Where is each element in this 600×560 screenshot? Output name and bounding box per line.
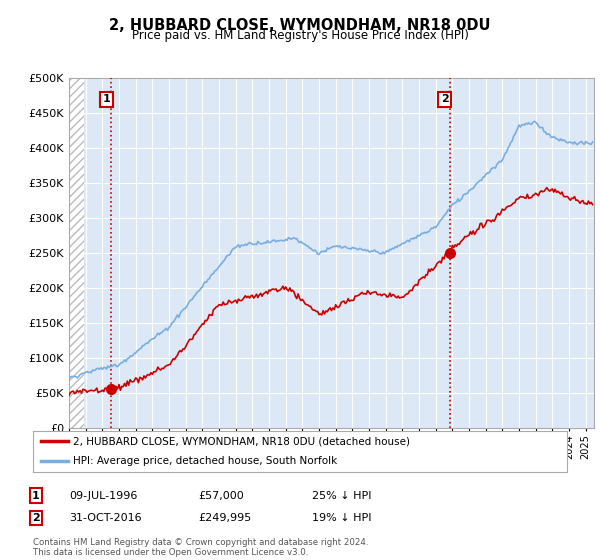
Text: 19% ↓ HPI: 19% ↓ HPI <box>312 513 371 523</box>
Text: 25% ↓ HPI: 25% ↓ HPI <box>312 491 371 501</box>
Text: 2, HUBBARD CLOSE, WYMONDHAM, NR18 0DU (detached house): 2, HUBBARD CLOSE, WYMONDHAM, NR18 0DU (d… <box>73 436 410 446</box>
Text: 2: 2 <box>32 513 40 523</box>
Text: £249,995: £249,995 <box>198 513 251 523</box>
Text: 09-JUL-1996: 09-JUL-1996 <box>69 491 137 501</box>
Bar <box>69 78 84 428</box>
Text: 31-OCT-2016: 31-OCT-2016 <box>69 513 142 523</box>
Text: £57,000: £57,000 <box>198 491 244 501</box>
Text: 1: 1 <box>32 491 40 501</box>
Text: Price paid vs. HM Land Registry's House Price Index (HPI): Price paid vs. HM Land Registry's House … <box>131 29 469 42</box>
Text: 1: 1 <box>102 95 110 104</box>
Text: 2: 2 <box>440 95 448 104</box>
Text: HPI: Average price, detached house, South Norfolk: HPI: Average price, detached house, Sout… <box>73 456 337 466</box>
Text: Contains HM Land Registry data © Crown copyright and database right 2024.
This d: Contains HM Land Registry data © Crown c… <box>33 538 368 557</box>
Text: 2, HUBBARD CLOSE, WYMONDHAM, NR18 0DU: 2, HUBBARD CLOSE, WYMONDHAM, NR18 0DU <box>109 18 491 33</box>
